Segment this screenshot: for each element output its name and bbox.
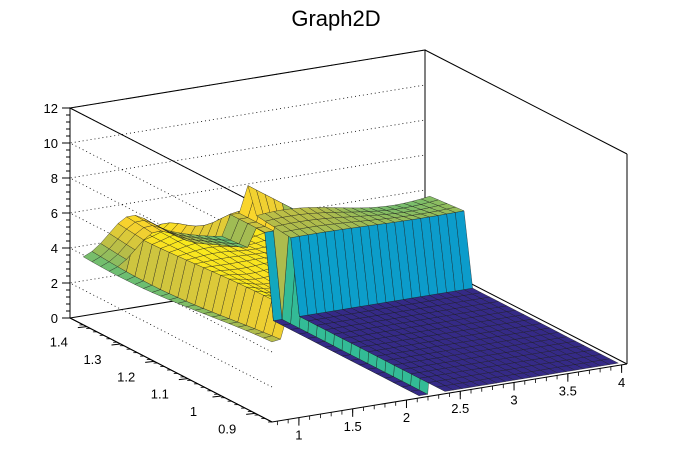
z-tick-label: 10 bbox=[44, 136, 58, 151]
y-tick-label: 1.4 bbox=[50, 335, 68, 350]
y-tick-label: 1.2 bbox=[117, 369, 135, 384]
chart-title: Graph2D bbox=[291, 6, 380, 31]
x-tick-label: 1 bbox=[295, 428, 302, 443]
z-tick-label: 6 bbox=[51, 206, 58, 221]
y-tick-label: 1.3 bbox=[83, 352, 101, 367]
y-tick bbox=[246, 412, 256, 415]
z-tick-label: 12 bbox=[44, 101, 58, 116]
y-tick-label: 1.1 bbox=[151, 387, 169, 402]
y-tick bbox=[212, 395, 222, 398]
z-tick-label: 8 bbox=[51, 171, 58, 186]
z-tick-label: 0 bbox=[51, 311, 58, 326]
x-tick-label: 2.5 bbox=[451, 401, 469, 416]
y-tick-label: 0.9 bbox=[218, 421, 236, 436]
x-tick-label: 3.5 bbox=[559, 384, 577, 399]
x-axis: 1 1.5 2 2.5 3 3.5 4 bbox=[276, 364, 625, 443]
y-tick bbox=[111, 343, 121, 346]
y-axis: 0.9 1 1.1 1.2 1.3 1.4 bbox=[50, 324, 272, 436]
top-right-edge bbox=[424, 49, 628, 155]
y-tick bbox=[178, 378, 188, 381]
x-tick-label: 1.5 bbox=[344, 419, 362, 434]
z-tick-label: 2 bbox=[51, 276, 58, 291]
x-tick-label: 2 bbox=[403, 410, 410, 425]
x-tick-label: 3 bbox=[510, 392, 517, 407]
surface-cell bbox=[420, 196, 439, 203]
y-tick-label: 1 bbox=[190, 404, 197, 419]
z-axis: 0 2 4 6 8 10 12 bbox=[44, 101, 71, 326]
z-tick-label: 4 bbox=[51, 241, 58, 256]
y-tick bbox=[145, 360, 155, 363]
x-tick-label: 4 bbox=[618, 375, 625, 390]
y-tick bbox=[77, 326, 87, 329]
surface-mesh bbox=[82, 185, 619, 396]
